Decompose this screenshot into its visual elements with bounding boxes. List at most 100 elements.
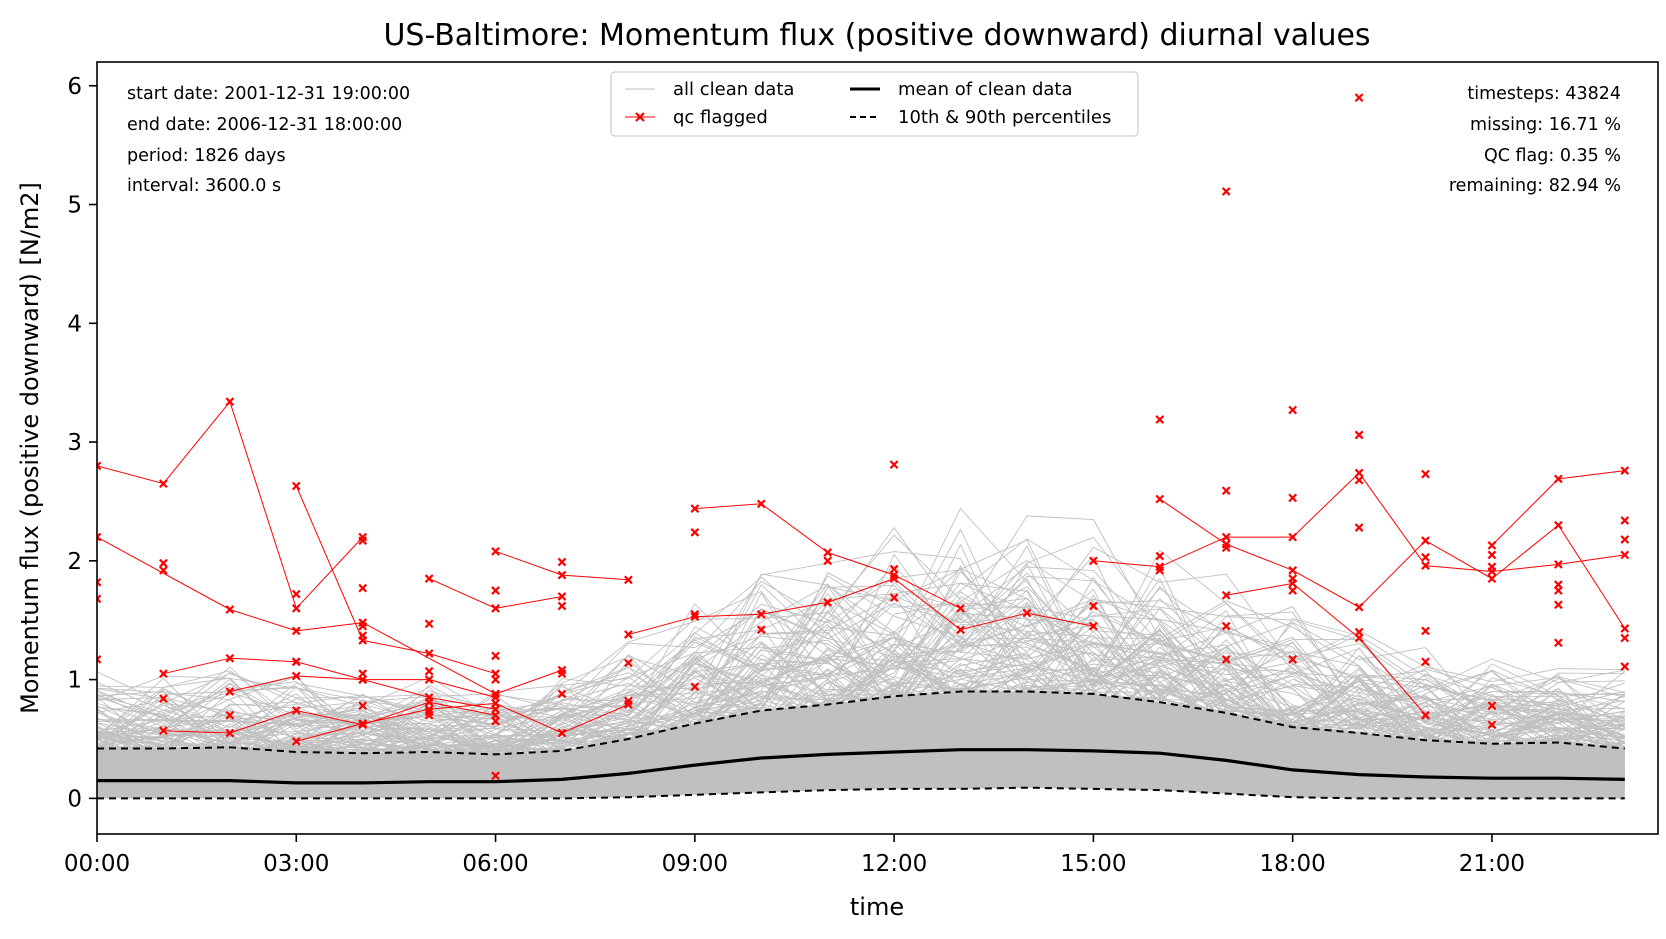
qc-flagged-point — [97, 532, 102, 542]
qc-flagged-point — [1221, 187, 1231, 196]
qc-flagged-line — [163, 701, 496, 734]
clean-data-line — [97, 534, 1625, 746]
qc-flagged-point — [557, 669, 567, 679]
legend-entry-clean: all clean data — [625, 79, 794, 100]
qc-flagged-line — [1226, 582, 1426, 716]
qc-flagged-point — [690, 527, 700, 537]
qc-flagged-point — [1620, 466, 1630, 475]
qc-flagged-point — [159, 726, 168, 736]
qc-flagged-point — [424, 675, 434, 684]
qc-flagged-point — [1553, 586, 1563, 595]
qc-flagged-point — [1089, 556, 1098, 566]
legend-swatch-qc-marker — [635, 112, 645, 122]
qc-flagged-point — [1089, 621, 1098, 631]
clean-data-line — [97, 643, 1625, 768]
y-tick-label: 6 — [67, 74, 82, 100]
info-missing: missing: 16.71 % — [1470, 115, 1621, 135]
clean-data-line — [97, 685, 1626, 779]
info-right: timesteps: 43824 missing: 16.71 % QC fla… — [1449, 84, 1621, 196]
qc-flagged-point — [1487, 574, 1497, 584]
qc-flagged-point — [97, 594, 102, 604]
qc-flagged-point — [1288, 586, 1298, 595]
qc-flagged-point — [823, 548, 833, 557]
qc-flagged-point — [1553, 638, 1563, 648]
qc-flagged-point — [1354, 475, 1364, 485]
qc-flagged-point — [291, 736, 301, 746]
qc-flagged-point — [1155, 565, 1165, 575]
clean-data-line — [97, 586, 1625, 750]
qc-flagged-point — [491, 716, 500, 726]
qc-flagged-point — [1354, 93, 1364, 103]
qc-flagged-line — [428, 578, 563, 609]
qc-flagged-point — [1487, 701, 1497, 711]
qc-flagged-line — [97, 536, 563, 695]
clean-data-line — [97, 714, 1625, 783]
y-tick-label: 3 — [67, 430, 82, 456]
qc-flagged-point — [159, 558, 168, 568]
qc-flagged-point — [159, 669, 168, 679]
legend-entry-percentiles: 10th & 90th percentiles — [850, 107, 1111, 128]
qc-flagged-line — [97, 400, 364, 610]
qc-flagged-point — [358, 631, 368, 641]
clean-data-line — [97, 687, 1625, 779]
qc-flagged-point — [225, 710, 235, 720]
x-tick-label: 12:00 — [861, 851, 927, 877]
clean-data-line — [97, 693, 1625, 775]
qc-flagged-point — [1421, 469, 1430, 479]
clean-data-line — [97, 632, 1626, 755]
qc-flagged-point — [557, 728, 567, 738]
qc-flagged-point — [889, 460, 899, 470]
legend-frame — [610, 71, 1139, 137]
info-remaining: remaining: 82.94 % — [1449, 176, 1621, 196]
x-axis-title: time — [850, 893, 904, 921]
clean-data-line — [97, 559, 1626, 753]
qc-flagged-point — [1288, 493, 1298, 503]
qc-flagged-point — [1354, 430, 1364, 440]
qc-flagged-point — [491, 675, 500, 684]
qc-flagged-point — [756, 609, 766, 619]
qc-flagged-point — [491, 651, 500, 661]
qc-flagged-point — [1288, 655, 1298, 664]
qc-flagged-point — [557, 601, 567, 611]
mean-line — [97, 748, 1625, 785]
qc-flagged-point — [1620, 550, 1630, 560]
clean-data-line — [97, 641, 1626, 772]
clean-data-line — [97, 740, 1625, 790]
qc-flagged-point — [1354, 602, 1364, 612]
x-tick-label: 00:00 — [64, 851, 130, 877]
qc-flagged-line — [1093, 472, 1625, 573]
qc-flagged-point — [159, 565, 168, 575]
clean-data-line — [97, 578, 1626, 759]
qc-flagged-point — [557, 557, 567, 567]
qc-flagged-point — [97, 577, 102, 587]
qc-flagged-point — [823, 598, 833, 607]
qc-flagged-point — [1155, 551, 1165, 561]
x-axis: 00:00 03:00 06:00 09:00 12:00 15:00 18:00 21:00 — [64, 834, 1525, 877]
clean-data-line — [97, 630, 1625, 763]
qc-flagged-point — [225, 605, 235, 614]
info-interval: interval: 3600.0 s — [127, 176, 281, 196]
clean-data-line — [97, 553, 1625, 754]
qc-flagged-point — [291, 481, 301, 491]
qc-flagged-point — [1421, 561, 1430, 570]
clean-data-line — [97, 730, 1625, 788]
qc-flagged-point — [557, 570, 567, 580]
qc-flagged-point — [1553, 474, 1563, 484]
x-tick-label: 09:00 — [662, 851, 728, 877]
clean-data-line — [97, 607, 1625, 753]
qc-flagged-point — [424, 619, 434, 629]
qc-flagged-point — [690, 504, 700, 513]
plot-area — [96, 61, 1659, 835]
percentile-10-line — [97, 786, 1625, 800]
qc-flagged-point — [1487, 541, 1497, 550]
qc-flagged-point — [1155, 494, 1165, 504]
y-tick-label: 1 — [67, 668, 82, 694]
clean-data-line — [97, 725, 1625, 787]
clean-data-line — [97, 598, 1626, 749]
qc-flagged-point — [1221, 532, 1231, 542]
qc-flagged-point — [424, 693, 434, 702]
qc-flagged-point — [1155, 415, 1165, 424]
y-tick-label: 2 — [67, 549, 82, 575]
qc-flagged-point — [225, 653, 235, 663]
